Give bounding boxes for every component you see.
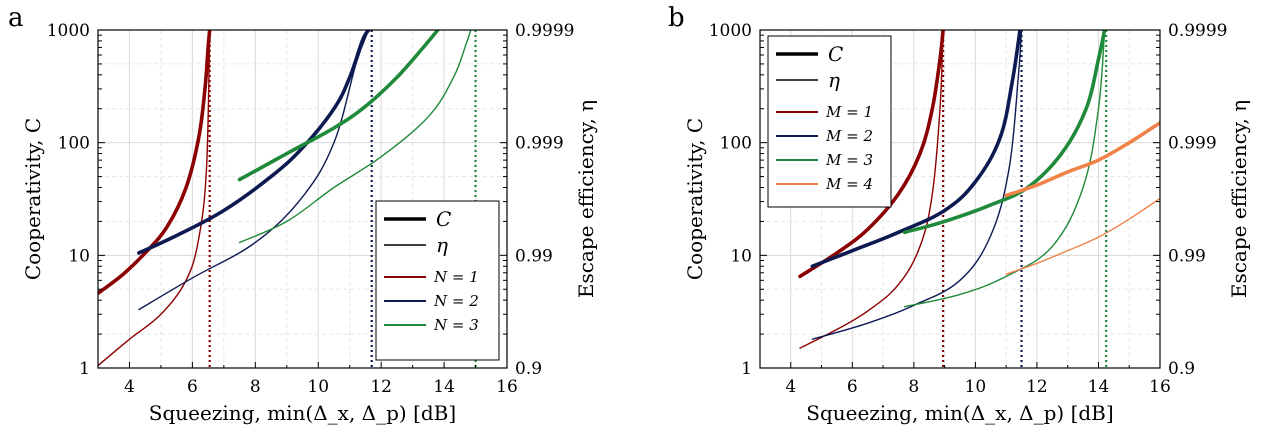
x-tick-label: 10	[307, 377, 329, 397]
x-tick-label: 16	[1149, 377, 1171, 397]
y-tick-right-label: 0.9	[1168, 359, 1195, 379]
y-tick-label: 1000	[47, 21, 90, 41]
x-tick-label: 6	[847, 377, 858, 397]
x-tick-label: 12	[1026, 377, 1048, 397]
ticks-a: 4 6 8 10 12 14 16 1 0.9 10 0.99 100 0.999 1000 0.9999	[47, 21, 575, 397]
series-line	[903, 30, 1106, 308]
y-tick-label: 1	[741, 359, 752, 379]
panel-a: a 4 6 8 10 12 14 16 1 0.9 10 0.99 100 0.999 1000 0.999…	[8, 3, 598, 425]
legend-label: M = 3	[825, 151, 873, 169]
y-axis-label-b: Cooperativity, C	[683, 118, 707, 280]
y-tick-label: 100	[58, 134, 90, 154]
legend-a: Cη N = 1 N = 2 N = 3	[375, 200, 500, 361]
ticks-b: 4 6 8 10 12 14 16 1 0.9 10 0.99 100 0.999 1000 0.9999	[709, 21, 1228, 397]
legend-b: Cη M = 1 M = 2 M = 3 M = 4	[767, 35, 892, 208]
x-tick-label: 4	[785, 377, 796, 397]
x-axis-label-b: Squeezing, min(Δ_x, Δ_p) [dB]	[806, 401, 1113, 425]
x-axis-label-a: Squeezing, min(Δ_x, Δ_p) [dB]	[149, 401, 456, 425]
x-tick-label: 16	[496, 377, 518, 397]
legend-label: C	[828, 42, 843, 66]
series-line	[798, 30, 945, 279]
legend-box	[767, 35, 892, 208]
series-line	[1005, 197, 1160, 275]
x-tick-label: 10	[965, 377, 987, 397]
legend-label: N = 2	[433, 292, 479, 310]
panel-letter-a: a	[8, 3, 24, 33]
y-tick-right-label: 0.99	[1168, 246, 1206, 266]
series-line	[238, 30, 472, 244]
y-tick-label: 1	[79, 359, 90, 379]
x-tick-label: 6	[187, 377, 198, 397]
y-axis-label-a: Cooperativity, C	[21, 118, 45, 280]
series-line	[98, 30, 211, 367]
legend-box	[375, 200, 500, 361]
panel-letter-b: b	[668, 3, 685, 33]
y-tick-label: 1000	[709, 21, 752, 41]
plot-frame-a	[97, 29, 508, 369]
x-tick-label: 8	[908, 377, 919, 397]
series-line	[811, 30, 1023, 340]
y-tick-right-label: 0.99	[515, 246, 553, 266]
y-axis-right-label-b: Escape efficiency, η	[1227, 100, 1251, 298]
y-tick-right-label: 0.9999	[515, 21, 574, 41]
legend-label: M = 4	[825, 175, 873, 193]
plot-frame-b	[759, 29, 1161, 369]
legend-label: M = 1	[825, 103, 873, 121]
legend-label: C	[436, 207, 451, 231]
series-line	[799, 30, 944, 349]
panel-b: b 4 6 8 10 12 14 16 1 0.9 10 0.99 100 0.999 1000 0.999…	[668, 3, 1251, 425]
y-tick-right-label: 0.9999	[1168, 21, 1227, 41]
x-tick-label: 14	[1088, 377, 1110, 397]
legend-label: N = 1	[433, 268, 479, 286]
plot-area-b	[798, 30, 1160, 368]
legend-label: η	[828, 68, 840, 92]
y-tick-right-label: 0.999	[1168, 134, 1217, 154]
series-line	[237, 30, 440, 182]
plot-area-a	[98, 30, 477, 368]
series-line	[1004, 121, 1160, 198]
series-line	[138, 30, 370, 311]
y-tick-label: 100	[720, 134, 752, 154]
x-tick-label: 14	[433, 377, 455, 397]
y-tick-right-label: 0.9	[515, 359, 542, 379]
y-tick-right-label: 0.999	[515, 134, 564, 154]
series-line	[902, 30, 1107, 235]
series-line	[810, 30, 1022, 269]
y-tick-label: 10	[730, 246, 752, 266]
y-tick-label: 10	[68, 246, 90, 266]
x-tick-label: 4	[124, 377, 135, 397]
x-tick-label: 12	[370, 377, 392, 397]
series-line	[137, 30, 371, 255]
y-axis-right-label-a: Escape efficiency, η	[574, 100, 598, 298]
series-line	[98, 30, 212, 296]
legend-label: N = 3	[433, 316, 479, 334]
legend-label: M = 2	[825, 127, 873, 145]
x-tick-label: 8	[250, 377, 261, 397]
legend-label: η	[436, 233, 448, 257]
